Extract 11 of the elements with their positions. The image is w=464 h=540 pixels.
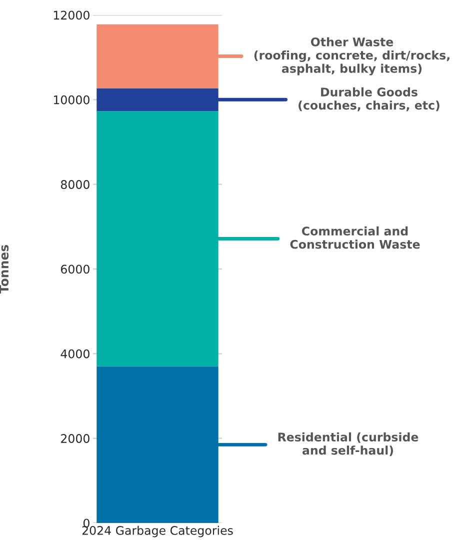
text: Durable Goods (couches, chairs, etc) [298, 87, 440, 112]
text: Other Waste (roofing, concrete, dirt/rocks, asphalt, bulky items) [254, 37, 450, 76]
text: Residential (curbside and self-haul) [278, 432, 418, 456]
text: Commercial and Construction Waste [290, 226, 420, 249]
y-tick-label: 8000 [60, 180, 90, 189]
x-tick-label: 2024 Garbage Categories [82, 526, 233, 538]
y-tick-label: 6000 [61, 264, 90, 274]
y-tick-label: 2000 [61, 434, 90, 443]
y-tick-label: 10000 [54, 95, 90, 104]
y-tick-label: 12000 [54, 10, 90, 20]
y-tick-label: 4000 [60, 349, 90, 358]
